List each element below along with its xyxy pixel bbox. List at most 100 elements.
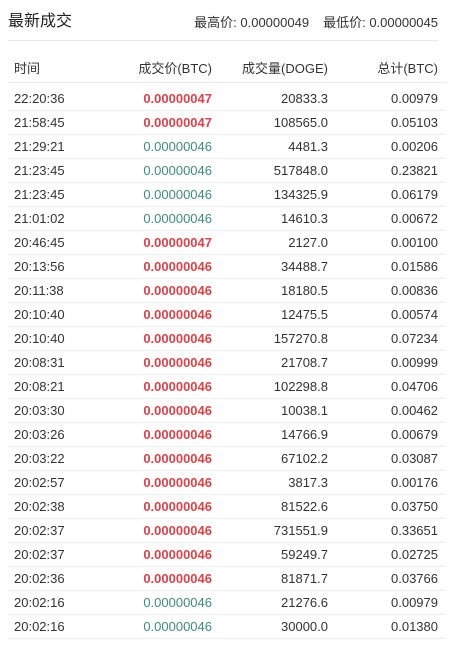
- trade-time: 21:23:45: [8, 158, 114, 183]
- trade-amount: 3817.3: [212, 470, 328, 495]
- trade-price: 0.00000046: [114, 134, 212, 159]
- trade-price: 0.00000046: [114, 470, 212, 495]
- table-header-row: 时间 成交价(BTC) 成交量(DOGE) 总计(BTC): [8, 52, 446, 83]
- trade-time: 20:02:16: [8, 590, 114, 615]
- trade-amount: 14610.3: [212, 206, 328, 231]
- table-row: 20:02:38 0.00000046 81522.6 0.03750: [8, 494, 446, 519]
- panel-title: 最新成交: [8, 13, 73, 30]
- table-row: 22:20:36 0.00000047 20833.3 0.00979: [8, 87, 446, 111]
- trade-time: 20:02:38: [8, 494, 114, 519]
- trade-rows: 22:20:36 0.00000047 20833.3 0.00979 21:58:45…: [8, 87, 446, 639]
- trade-total: 0.00979: [328, 87, 446, 111]
- trade-total: 0.03766: [328, 566, 446, 591]
- trade-price: 0.00000046: [114, 254, 212, 279]
- trade-amount: 20833.3: [212, 87, 328, 111]
- table-row: 21:29:21 0.00000046 4481.3 0.00206: [8, 134, 446, 159]
- trade-total: 0.06179: [328, 182, 446, 207]
- trade-time: 20:03:26: [8, 422, 114, 447]
- trade-amount: 30000.0: [212, 614, 328, 639]
- trade-total: 0.00999: [328, 350, 446, 375]
- low-price-label: 最低价:: [323, 14, 366, 30]
- trade-time: 20:03:30: [8, 398, 114, 423]
- trade-total: 0.01586: [328, 254, 446, 279]
- trade-amount: 2127.0: [212, 230, 328, 255]
- trade-price: 0.00000046: [114, 518, 212, 543]
- table-row: 20:46:45 0.00000047 2127.0 0.00100: [8, 230, 446, 255]
- trade-time: 21:01:02: [8, 206, 114, 231]
- trade-time: 20:08:21: [8, 374, 114, 399]
- trade-amount: 108565.0: [212, 110, 328, 135]
- trade-price: 0.00000046: [114, 302, 212, 327]
- trade-total: 0.01380: [328, 614, 446, 639]
- high-price-label: 最高价:: [194, 14, 237, 30]
- trade-time: 20:03:22: [8, 446, 114, 471]
- trade-price: 0.00000047: [114, 230, 212, 255]
- table-row: 20:11:38 0.00000046 18180.5 0.00836: [8, 278, 446, 303]
- trade-total: 0.00574: [328, 302, 446, 327]
- trade-time: 20:02:57: [8, 470, 114, 495]
- trade-price: 0.00000046: [114, 542, 212, 567]
- trade-total: 0.00206: [328, 134, 446, 159]
- trade-total: 0.00672: [328, 206, 446, 231]
- trade-total: 0.23821: [328, 158, 446, 183]
- high-price-value: 0.00000049: [240, 14, 310, 30]
- trade-amount: 731551.9: [212, 518, 328, 543]
- table-row: 20:02:16 0.00000046 30000.0 0.01380: [8, 614, 446, 639]
- trade-time: 21:58:45: [8, 110, 114, 135]
- trade-amount: 34488.7: [212, 254, 328, 279]
- column-header-time: 时间: [8, 52, 114, 83]
- trade-price: 0.00000047: [114, 87, 212, 111]
- trades-header: 最新成交 最高价: 0.00000049 最低价: 0.00000045: [8, 0, 438, 41]
- trade-total: 0.00836: [328, 278, 446, 303]
- trade-amount: 12475.5: [212, 302, 328, 327]
- trade-total: 0.07234: [328, 326, 446, 351]
- low-price-stat: 最低价: 0.00000045: [323, 12, 438, 31]
- table-row: 21:23:45 0.00000046 134325.9 0.06179: [8, 182, 446, 207]
- trade-price: 0.00000046: [114, 206, 212, 231]
- table-row: 20:03:26 0.00000046 14766.9 0.00679: [8, 422, 446, 447]
- trade-price: 0.00000046: [114, 350, 212, 375]
- trade-total: 0.33651: [328, 518, 446, 543]
- trade-price: 0.00000047: [114, 110, 212, 135]
- trade-price: 0.00000046: [114, 374, 212, 399]
- table-row: 20:08:21 0.00000046 102298.8 0.04706: [8, 374, 446, 399]
- trade-time: 20:11:38: [8, 278, 114, 303]
- trade-time: 20:10:40: [8, 302, 114, 327]
- trade-total: 0.02725: [328, 542, 446, 567]
- column-header-amount: 成交量(DOGE): [212, 52, 328, 83]
- trade-amount: 134325.9: [212, 182, 328, 207]
- trade-amount: 14766.9: [212, 422, 328, 447]
- table-row: 20:03:22 0.00000046 67102.2 0.03087: [8, 446, 446, 471]
- trade-price: 0.00000046: [114, 158, 212, 183]
- table-row: 20:10:40 0.00000046 12475.5 0.00574: [8, 302, 446, 327]
- table-row: 20:02:37 0.00000046 731551.9 0.33651: [8, 518, 446, 543]
- table-row: 20:03:30 0.00000046 10038.1 0.00462: [8, 398, 446, 423]
- table-row: 21:01:02 0.00000046 14610.3 0.00672: [8, 206, 446, 231]
- trade-time: 21:23:45: [8, 182, 114, 207]
- trade-total: 0.00679: [328, 422, 446, 447]
- trade-total: 0.00176: [328, 470, 446, 495]
- table-row: 20:02:16 0.00000046 21276.6 0.00979: [8, 590, 446, 615]
- trade-time: 22:20:36: [8, 87, 114, 111]
- trade-price: 0.00000046: [114, 590, 212, 615]
- table-row: 20:02:57 0.00000046 3817.3 0.00176: [8, 470, 446, 495]
- trade-time: 20:02:36: [8, 566, 114, 591]
- trade-time: 21:29:21: [8, 134, 114, 159]
- trade-time: 20:02:37: [8, 518, 114, 543]
- trade-time: 20:02:37: [8, 542, 114, 567]
- trade-total: 0.05103: [328, 110, 446, 135]
- trade-amount: 18180.5: [212, 278, 328, 303]
- trade-amount: 81522.6: [212, 494, 328, 519]
- trade-price: 0.00000046: [114, 494, 212, 519]
- table-row: 20:02:37 0.00000046 59249.7 0.02725: [8, 542, 446, 567]
- trade-history-table: 时间 成交价(BTC) 成交量(DOGE) 总计(BTC) 22:20:36 0.…: [8, 52, 446, 639]
- low-price-value: 0.00000045: [369, 14, 438, 30]
- trade-price: 0.00000046: [114, 566, 212, 591]
- trade-price: 0.00000046: [114, 278, 212, 303]
- trade-amount: 67102.2: [212, 446, 328, 471]
- trade-total: 0.00100: [328, 230, 446, 255]
- table-row: 20:10:40 0.00000046 157270.8 0.07234: [8, 326, 446, 351]
- trade-total: 0.04706: [328, 374, 446, 399]
- trade-price: 0.00000046: [114, 398, 212, 423]
- trade-amount: 517848.0: [212, 158, 328, 183]
